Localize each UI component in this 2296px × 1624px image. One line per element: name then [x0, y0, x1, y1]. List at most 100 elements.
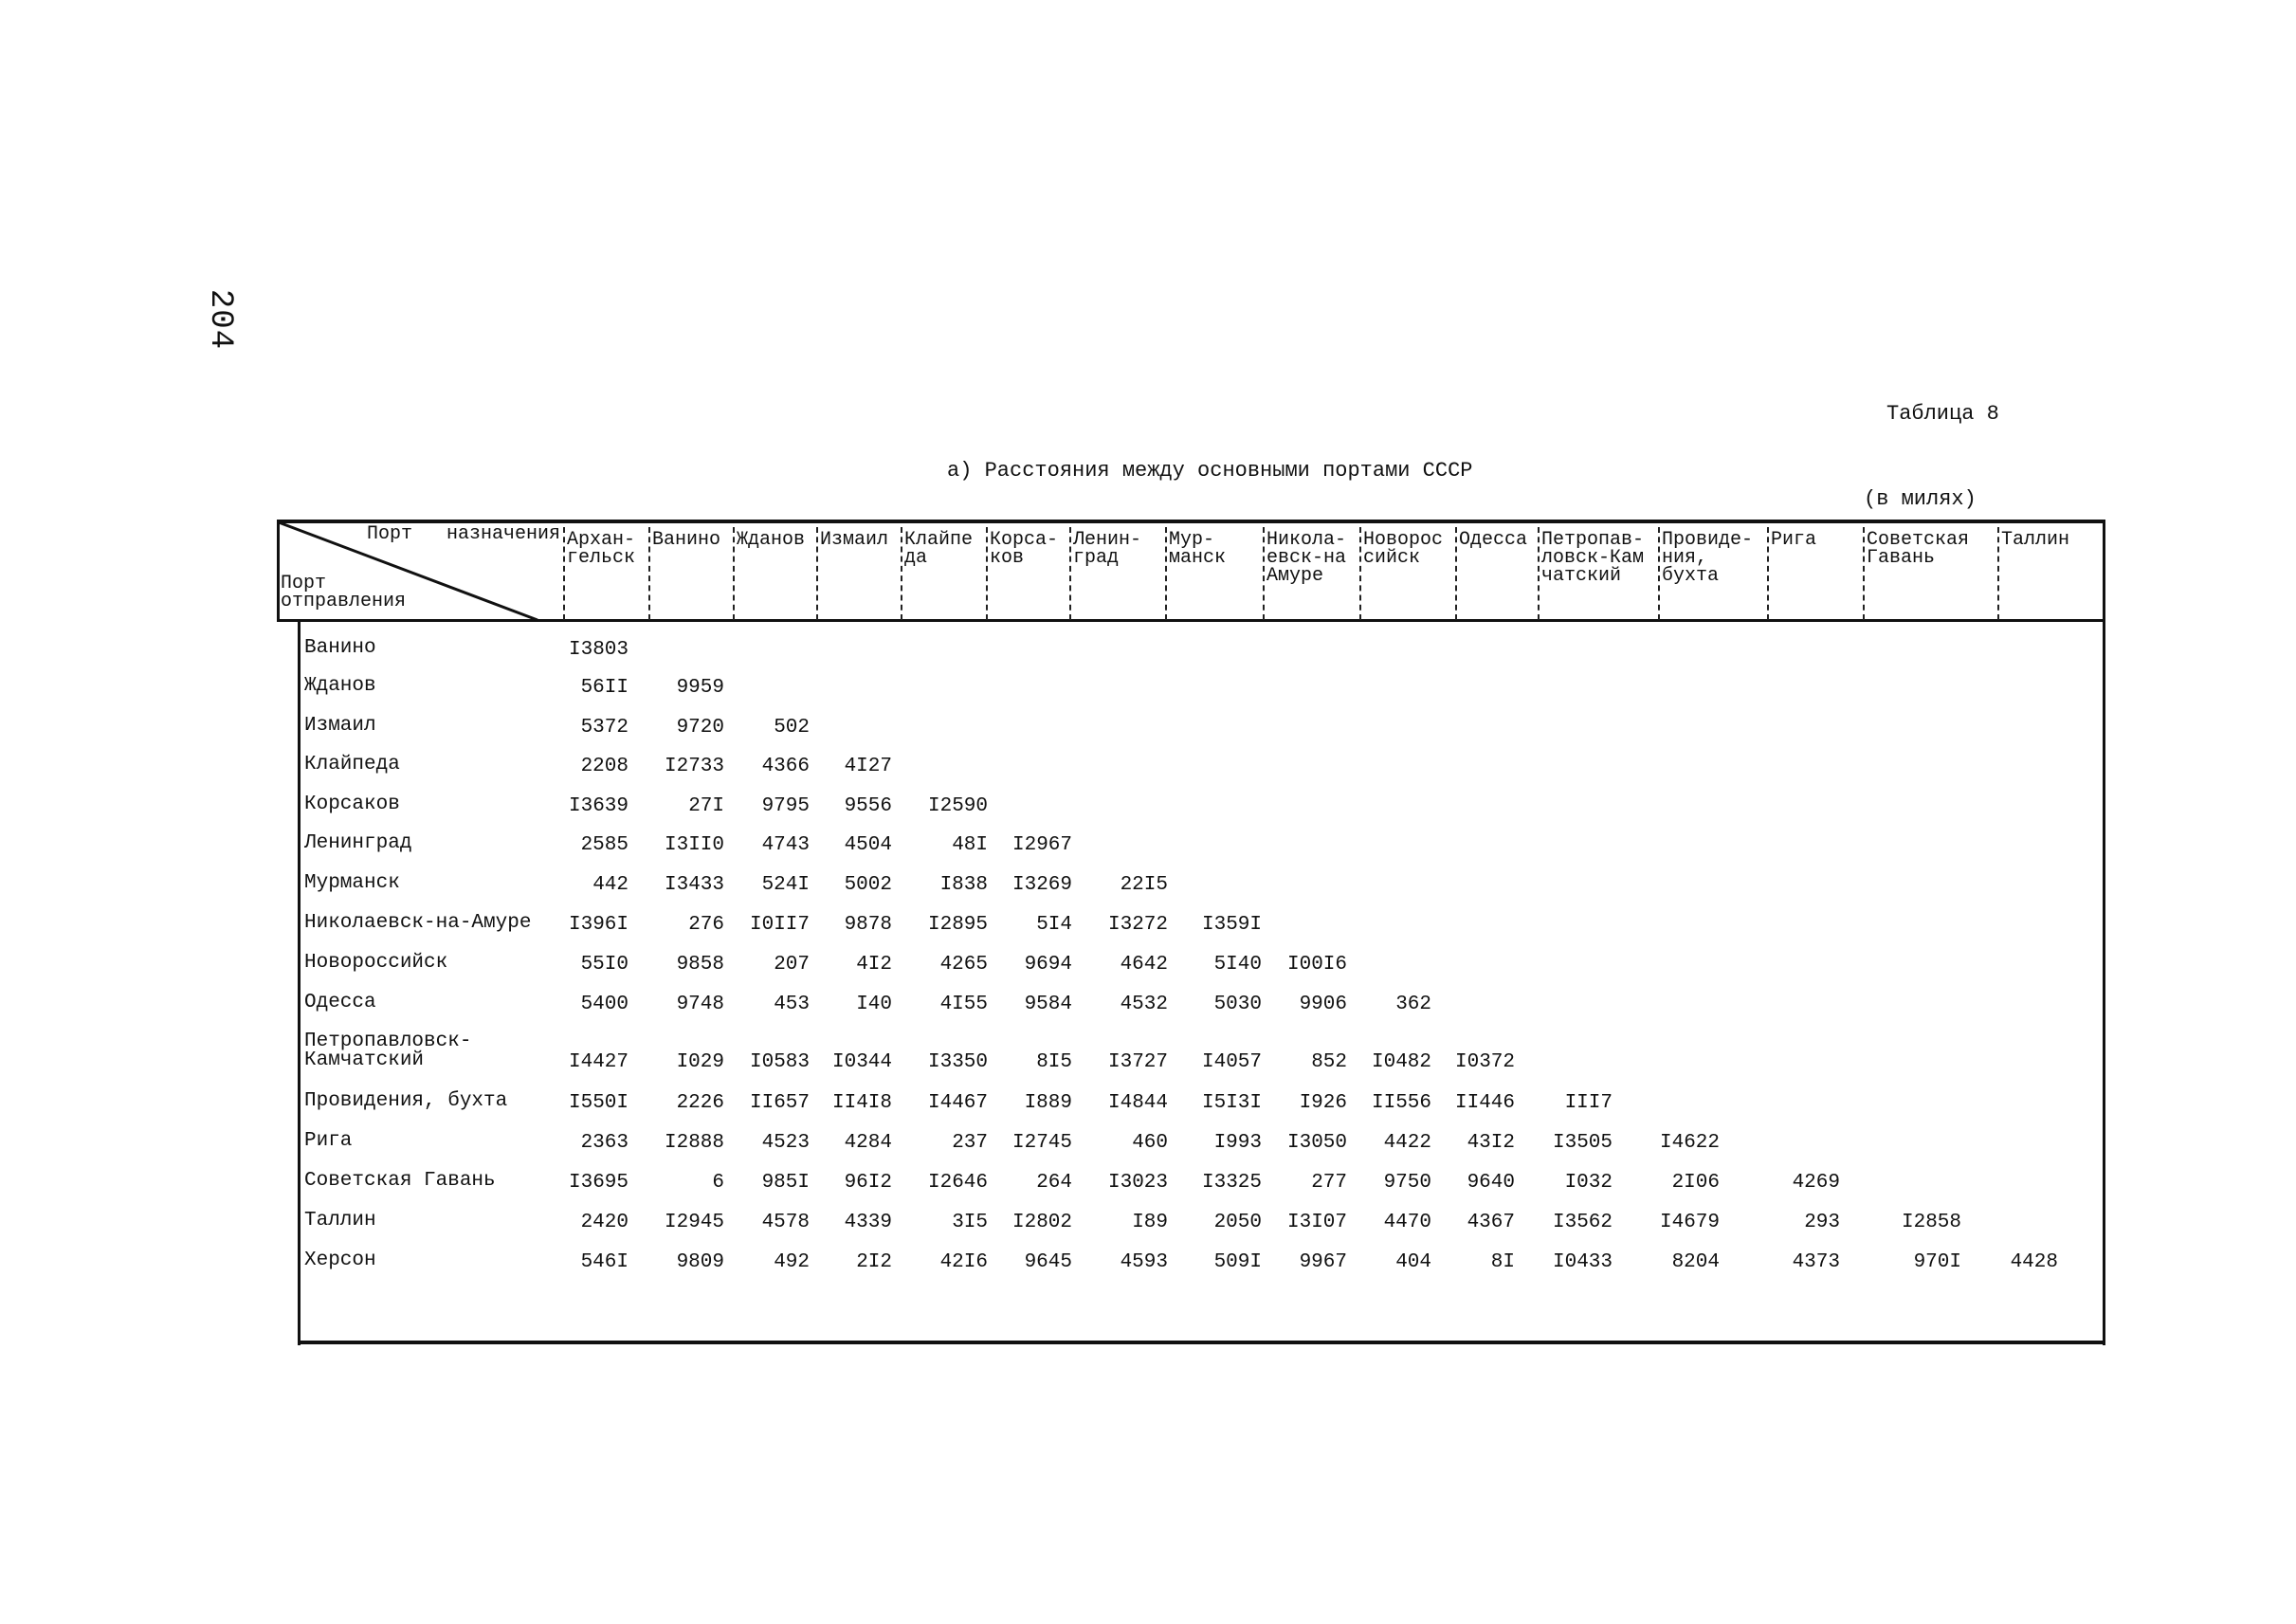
distance-cell: II4I8	[831, 1092, 892, 1114]
distance-cell: 4I27	[844, 756, 892, 777]
distance-cell: I4622	[1659, 1132, 1720, 1154]
distance-cell: 2050	[1213, 1212, 1262, 1233]
distance-cell: 4339	[844, 1212, 892, 1233]
distance-cell: 4743	[761, 834, 810, 856]
distance-cell: 3I5	[952, 1212, 988, 1233]
row-label: Петропавловск- Камчатский	[304, 1031, 472, 1071]
distance-cell: I0482	[1371, 1051, 1431, 1073]
column-divider	[563, 527, 565, 620]
distance-cell: 9556	[844, 795, 892, 817]
distance-cell: 442	[592, 874, 629, 896]
distance-table: Порт назначения Порт отправления Архан- …	[277, 520, 2105, 1345]
distance-cell: 4422	[1383, 1132, 1431, 1154]
row-label: Таллин	[304, 1210, 376, 1232]
distance-cell: I4679	[1659, 1212, 1720, 1233]
distance-cell: II556	[1371, 1092, 1431, 1114]
table-title: а) Расстояния между основными портами СС…	[947, 459, 1473, 483]
distance-cell: I2802	[1011, 1212, 1072, 1233]
distance-cell: 9645	[1024, 1251, 1072, 1273]
distance-cell: I4467	[927, 1092, 988, 1114]
distance-cell: 9720	[676, 717, 724, 739]
distance-cell: 4428	[2010, 1251, 2058, 1273]
distance-cell: 27I	[688, 795, 724, 817]
row-label: Мурманск	[304, 872, 400, 894]
distance-cell: 5400	[580, 994, 629, 1015]
row-label: Корсаков	[304, 794, 400, 815]
row-label: Херсон	[304, 1250, 376, 1271]
distance-cell: 4284	[844, 1132, 892, 1154]
row-label: Жданов	[304, 675, 376, 697]
distance-cell: I029	[676, 1051, 724, 1073]
distance-cell: 2420	[580, 1212, 629, 1233]
column-header: Петропав- ловск-Кам чатский	[1541, 529, 1645, 587]
distance-cell: 4269	[1792, 1172, 1840, 1194]
column-header: Никола- евск-на Амуре	[1266, 529, 1347, 587]
distance-cell: 453	[774, 994, 810, 1015]
distance-cell: 8I	[1490, 1251, 1515, 1273]
distance-cell: 22I5	[1120, 874, 1168, 896]
distance-cell: I2945	[664, 1212, 724, 1233]
column-divider	[1997, 527, 1999, 620]
column-divider	[1767, 527, 1769, 620]
column-divider	[648, 527, 650, 620]
distance-cell: 96I2	[844, 1172, 892, 1194]
distance-cell: 4373	[1792, 1251, 1840, 1273]
distance-cell: 4I2	[856, 954, 892, 976]
distance-cell: I2967	[1011, 834, 1072, 856]
distance-cell: 524I	[761, 874, 810, 896]
table-left-border-header	[277, 520, 280, 621]
distance-cell: I3350	[927, 1051, 988, 1073]
distance-cell: 2I06	[1671, 1172, 1720, 1194]
column-header: Клайпе да	[904, 529, 974, 569]
distance-cell: 4593	[1120, 1251, 1168, 1273]
distance-cell: I2745	[1011, 1132, 1072, 1154]
distance-cell: I2895	[927, 914, 988, 936]
column-header: Жданов	[737, 529, 806, 551]
column-header: Новорос сийск	[1363, 529, 1444, 569]
distance-cell: 293	[1804, 1212, 1840, 1233]
row-label: Клайпеда	[304, 754, 400, 776]
table-number: Таблица 8	[1886, 402, 1999, 426]
distance-cell: 9750	[1383, 1172, 1431, 1194]
distance-cell: 970I	[1913, 1251, 1961, 1273]
column-divider	[733, 527, 735, 620]
distance-cell: I2590	[927, 795, 988, 817]
distance-cell: II446	[1454, 1092, 1515, 1114]
distance-cell: I3639	[568, 795, 629, 817]
distance-cell: 9795	[761, 795, 810, 817]
distance-cell: 237	[952, 1132, 988, 1154]
column-header: Корса- ков	[990, 529, 1059, 569]
units-note: (в милях)	[1864, 487, 1977, 511]
row-label: Рига	[304, 1130, 353, 1152]
distance-cell: I3I07	[1286, 1212, 1347, 1233]
distance-cell: 5I40	[1213, 954, 1262, 976]
distance-cell: 277	[1311, 1172, 1347, 1194]
distance-cell: I993	[1213, 1132, 1262, 1154]
distance-cell: I889	[1024, 1092, 1072, 1114]
distance-cell: 9906	[1299, 994, 1347, 1015]
distance-cell: I0II7	[749, 914, 810, 936]
distance-cell: 362	[1395, 994, 1431, 1015]
distance-cell: 5I4	[1036, 914, 1072, 936]
distance-cell: 5002	[844, 874, 892, 896]
corner-origin-label: Порт отправления	[281, 573, 407, 612]
distance-cell: 2585	[580, 834, 629, 856]
distance-cell: I0344	[831, 1051, 892, 1073]
corner-diagonal-line	[278, 520, 538, 622]
page-number: 204	[202, 288, 239, 351]
distance-cell: 264	[1036, 1172, 1072, 1194]
distance-cell: I3023	[1107, 1172, 1168, 1194]
distance-cell: I3695	[568, 1172, 629, 1194]
distance-cell: 9959	[676, 677, 724, 699]
distance-cell: I396I	[568, 914, 629, 936]
column-divider	[986, 527, 988, 620]
distance-cell: I2733	[664, 756, 724, 777]
distance-cell: 4I55	[939, 994, 988, 1015]
column-header: Мур- манск	[1169, 529, 1227, 569]
distance-cell: I2858	[1901, 1212, 1961, 1233]
column-divider	[1455, 527, 1457, 620]
distance-cell: 4532	[1120, 994, 1168, 1015]
distance-cell: 985I	[761, 1172, 810, 1194]
row-label: Измаил	[304, 715, 376, 737]
column-header: Советская Гавань	[1867, 529, 1970, 569]
